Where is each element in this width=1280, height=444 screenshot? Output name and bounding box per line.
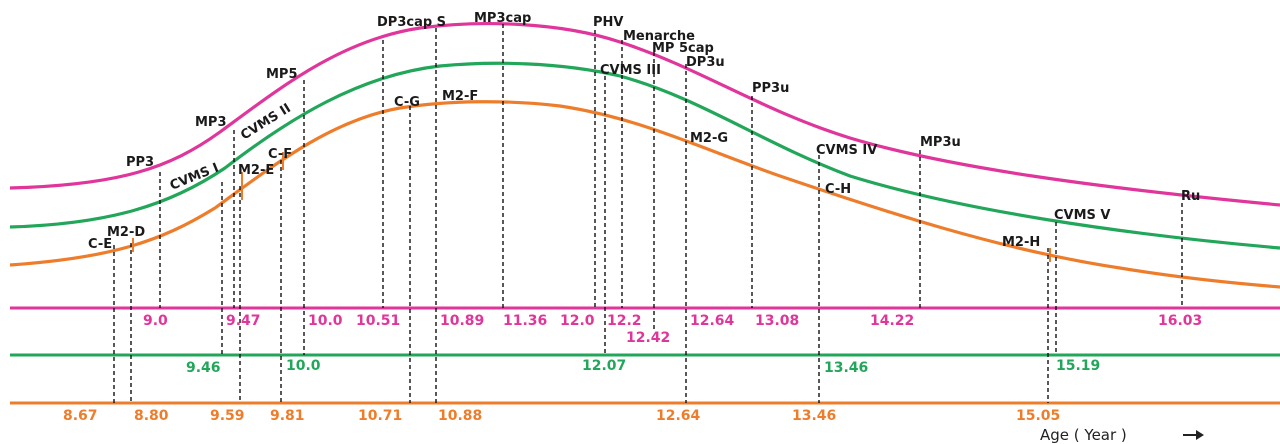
orange-growth-curve	[9, 100, 1280, 289]
label-m2g: M2-G	[690, 131, 728, 146]
orange-age: 12.64	[656, 408, 701, 424]
pink-age: 9.0	[143, 313, 168, 329]
pink-age: 11.36	[503, 313, 547, 329]
orange-age: 8.67	[63, 408, 98, 424]
label-m2e: M2-E	[238, 163, 274, 178]
label-cvms4: CVMS IV	[816, 143, 877, 158]
label-ce: C-E	[88, 237, 112, 252]
label-m2f: M2-F	[442, 89, 478, 104]
arrow-right-icon	[1183, 430, 1204, 440]
pink-age: 13.08	[755, 313, 799, 329]
orange-age: 9.59	[210, 408, 245, 424]
label-mp5: MP5	[266, 67, 298, 82]
label-mp5cap: MP 5cap	[652, 41, 714, 56]
label-ch: C-H	[825, 182, 851, 197]
x-axis-label: Age ( Year )	[1040, 426, 1127, 444]
label-mp3cap: MP3cap	[474, 11, 531, 26]
label-phv: PHV	[593, 15, 623, 30]
pink-age: 10.51	[356, 313, 400, 329]
label-cf: C-F	[268, 147, 292, 162]
orange-age: 10.71	[358, 408, 402, 424]
orange-age-values: 8.67 8.80 9.59 9.81 10.71 10.88 12.64 13…	[63, 408, 1060, 424]
orange-age: 10.88	[438, 408, 482, 424]
label-cvms5: CVMS V	[1054, 208, 1111, 223]
orange-age: 13.46	[792, 408, 836, 424]
green-age: 10.0	[286, 358, 321, 374]
label-pp3: PP3	[126, 155, 154, 170]
pink-age: 12.0	[560, 313, 595, 329]
label-cg: C-G	[394, 95, 420, 110]
pink-age: 12.2	[607, 313, 642, 329]
pink-age: 9.47	[226, 313, 261, 329]
orange-age: 15.05	[1016, 408, 1060, 424]
label-ru: Ru	[1181, 189, 1200, 204]
label-dp3u: DP3u	[686, 55, 725, 70]
green-age: 15.19	[1056, 358, 1100, 374]
stage-marker-lines	[113, 24, 1183, 403]
orange-age: 9.81	[270, 408, 305, 424]
pink-age: 16.03	[1158, 313, 1202, 329]
pink-age: 12.64	[690, 313, 735, 329]
green-age: 13.46	[824, 360, 868, 376]
label-cvms3: CVMS III	[600, 63, 661, 78]
label-cvms1: CVMS I	[168, 161, 221, 194]
green-age: 9.46	[186, 360, 221, 376]
pink-age-values: 9.0 9.47 10.0 10.51 10.89 11.36 12.0 12.…	[143, 313, 1202, 346]
orange-age: 8.80	[134, 408, 169, 424]
label-mp3: MP3	[195, 115, 227, 130]
green-growth-curve	[9, 61, 1280, 250]
pink-age: 14.22	[870, 313, 914, 329]
green-age: 12.07	[582, 358, 626, 374]
label-pp3u: PP3u	[752, 81, 789, 96]
label-menarche: Menarche	[623, 29, 695, 44]
pink-growth-curve	[9, 22, 1280, 207]
label-mp3u: MP3u	[920, 135, 961, 150]
label-dp3caps: DP3cap S	[377, 15, 446, 30]
label-m2h: M2-H	[1002, 235, 1040, 250]
pink-age: 10.89	[440, 313, 484, 329]
label-m2d: M2-D	[107, 225, 145, 240]
pink-age: 10.0	[308, 313, 343, 329]
green-age-values: 9.46 10.0 12.07 13.46 15.19	[186, 358, 1100, 376]
pink-age: 12.42	[626, 330, 670, 346]
